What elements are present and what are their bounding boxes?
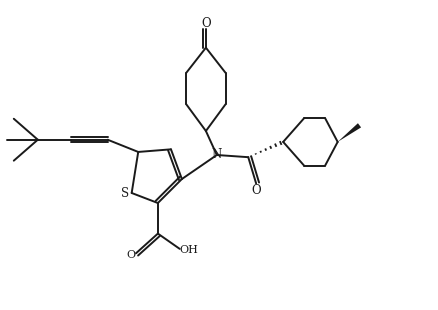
Text: O: O bbox=[251, 184, 261, 197]
Text: S: S bbox=[121, 187, 129, 200]
Text: N: N bbox=[212, 148, 222, 161]
Text: O: O bbox=[126, 250, 135, 260]
Polygon shape bbox=[338, 123, 361, 142]
Text: O: O bbox=[201, 17, 211, 30]
Text: OH: OH bbox=[180, 245, 199, 255]
